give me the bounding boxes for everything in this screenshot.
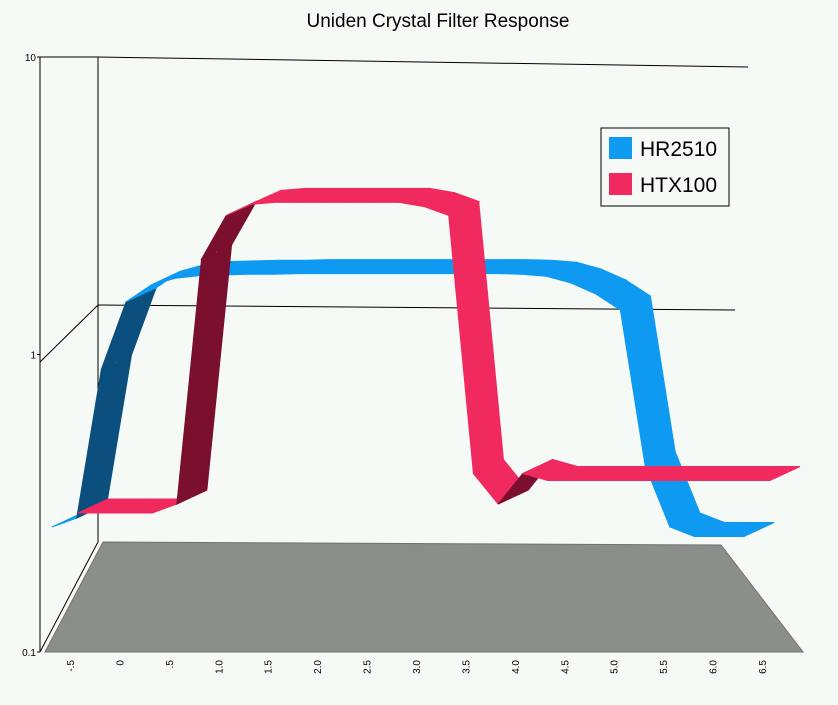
- series-segment: [719, 522, 775, 538]
- data-point: [634, 302, 636, 304]
- data-point: [140, 294, 142, 296]
- series-segment: [76, 354, 133, 519]
- data-point: [363, 266, 365, 268]
- legend-swatch-hr2510: [609, 137, 632, 159]
- x-tick-label: 4.0: [511, 660, 522, 674]
- y-tick-label: 10: [25, 53, 37, 64]
- data-point: [412, 266, 414, 268]
- x-tick-label: 0: [115, 660, 126, 666]
- series-segment: [745, 466, 801, 481]
- data-point: [562, 473, 564, 474]
- data-point: [364, 194, 366, 196]
- x-tick-label: 4.5: [560, 660, 571, 674]
- x-tick-label: 5.0: [610, 660, 621, 674]
- series-segment: [448, 200, 504, 475]
- x-tick-label: 2.0: [313, 660, 324, 674]
- legend-label-htx100: HTX100: [640, 174, 717, 197]
- series-htx100: [77, 187, 801, 514]
- bottom-diagonal: [39, 541, 99, 653]
- axis-walls: [39, 56, 99, 653]
- y-tick-label: 1: [30, 351, 36, 362]
- data-point: [560, 268, 562, 270]
- data-point: [636, 473, 638, 474]
- data-point: [784, 473, 786, 474]
- data-point: [438, 199, 440, 201]
- data-point: [684, 519, 686, 521]
- data-point: [117, 505, 119, 507]
- x-tick-label: 6.5: [758, 660, 769, 674]
- y-axis-ticks: 0.1 1 10: [22, 53, 40, 659]
- data-point: [536, 266, 538, 268]
- data-point: [486, 266, 488, 268]
- data-point: [685, 473, 687, 474]
- data-point: [166, 505, 168, 507]
- data-point: [313, 266, 315, 268]
- series-segment: [619, 295, 676, 467]
- legend-label-hr2510: HR2510: [640, 138, 717, 161]
- data-point: [659, 458, 661, 460]
- series-hr2510: [51, 259, 775, 538]
- data-point: [389, 194, 391, 196]
- data-point: [288, 266, 290, 268]
- data-point: [239, 267, 241, 269]
- data-point: [290, 194, 292, 196]
- data-point: [240, 207, 242, 209]
- legend-swatch-htx100: [609, 173, 632, 195]
- data-point: [339, 194, 341, 196]
- gridline-top: [97, 56, 749, 68]
- data-point: [710, 473, 712, 474]
- data-point: [338, 266, 340, 268]
- data-point: [216, 251, 218, 253]
- data-point: [537, 466, 539, 468]
- data-point: [709, 529, 711, 531]
- data-point: [165, 277, 167, 279]
- x-tick-label: 3.5: [461, 660, 472, 674]
- series-segment: [644, 450, 701, 528]
- data-point: [487, 466, 489, 468]
- mid-diagonal: [39, 304, 99, 363]
- x-tick-label: 1.5: [264, 660, 275, 674]
- data-point: [190, 270, 192, 272]
- x-tick-label: 5.5: [659, 660, 670, 674]
- data-point: [66, 519, 68, 521]
- chart-title: Uniden Crystal Filter Response: [307, 11, 570, 32]
- x-tick-label: 3.0: [412, 660, 423, 674]
- x-tick-label: .5: [165, 660, 176, 669]
- data-point: [611, 473, 613, 474]
- x-tick-label: -.5: [66, 660, 77, 672]
- data-point: [759, 473, 761, 474]
- data-point: [610, 286, 612, 288]
- data-point: [586, 473, 588, 474]
- data-point: [265, 196, 267, 198]
- data-point: [387, 266, 389, 268]
- data-point: [511, 266, 513, 268]
- data-point: [512, 496, 514, 498]
- data-point: [585, 275, 587, 277]
- data-point: [758, 529, 760, 531]
- x-tick-label: 6.0: [709, 660, 720, 674]
- data-point: [733, 529, 735, 531]
- data-point: [463, 207, 465, 209]
- data-point: [437, 266, 439, 268]
- legend: HR2510 HTX100: [600, 127, 730, 207]
- x-tick-label: 2.5: [363, 660, 374, 674]
- data-point: [115, 361, 117, 363]
- x-axis-ticks: -.5 0 .5 1.0 1.5 2.0 2.5 3.0 3.5 4.0 4.5 5.0 5.5 6.0 6…: [66, 660, 769, 674]
- series-segment: [176, 244, 233, 505]
- data-point: [191, 496, 193, 498]
- data-point: [314, 194, 316, 196]
- chart-floor: [44, 541, 805, 653]
- data-point: [660, 473, 662, 474]
- data-point: [92, 505, 94, 507]
- data-point: [413, 194, 415, 196]
- data-ribbons: [51, 187, 801, 538]
- data-point: [735, 473, 737, 474]
- data-point: [264, 266, 266, 268]
- data-point: [141, 505, 143, 507]
- x-tick-label: 1.0: [214, 660, 225, 674]
- y-tick-label: 0.1: [22, 648, 36, 659]
